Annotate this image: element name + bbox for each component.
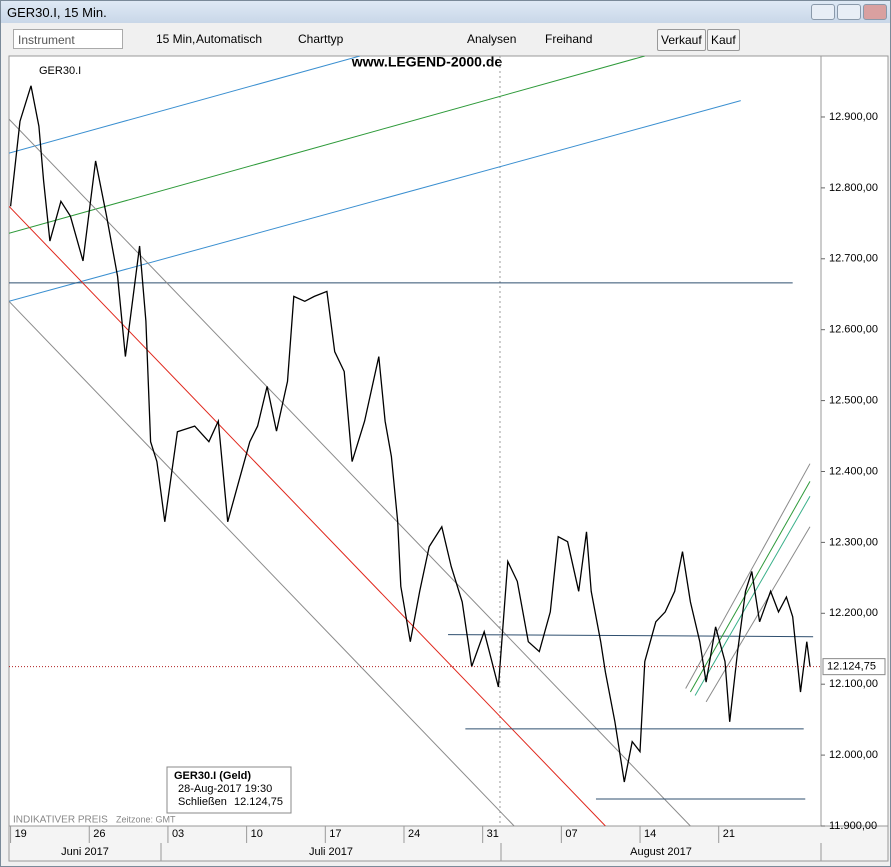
trend-line — [9, 205, 606, 826]
freehand-dropdown[interactable]: Freihand — [545, 32, 593, 46]
x-tick-label: 17 — [329, 828, 341, 840]
maximize-button[interactable] — [837, 4, 861, 20]
y-tick-label: 12.600,00 — [829, 324, 878, 336]
plot-area — [8, 55, 822, 827]
sell-button[interactable]: Verkauf — [657, 29, 706, 51]
y-tick-label: 12.900,00 — [829, 111, 878, 123]
window-title: GER30.I, 15 Min. — [7, 5, 107, 20]
x-tick-label: 14 — [644, 828, 656, 840]
y-tick-label: 12.700,00 — [829, 253, 878, 265]
trend-line — [9, 300, 515, 826]
minimize-button[interactable] — [811, 4, 835, 20]
close-button[interactable] — [863, 4, 887, 20]
x-tick-label: 24 — [408, 828, 420, 840]
trend-line — [9, 56, 361, 154]
x-tick-label: 21 — [723, 828, 735, 840]
x-tick-label: 10 — [251, 828, 263, 840]
instrument-input[interactable]: Instrument — [13, 29, 123, 49]
info-title: GER30.I (Geld) — [174, 770, 251, 782]
trend-line — [9, 100, 741, 302]
watermark: www.LEGEND-2000.de — [351, 55, 503, 70]
buy-button[interactable]: Kauf — [707, 29, 740, 51]
info-close-value: 12.124,75 — [234, 796, 283, 808]
y-tick-label: 12.500,00 — [829, 394, 878, 406]
charttype-dropdown[interactable]: Charttyp — [298, 32, 344, 46]
trend-line — [448, 634, 814, 638]
analysis-dropdown[interactable]: Analysen — [467, 32, 517, 46]
month-label: Juli 2017 — [309, 846, 353, 858]
x-tick-label: 19 — [15, 828, 27, 840]
info-datetime: 28-Aug-2017 19:30 — [178, 783, 272, 795]
price-type: INDIKATIVER PREIS — [13, 815, 108, 826]
info-box: GER30.I (Geld)28-Aug-2017 19:30Schließen… — [166, 766, 292, 814]
last-price-box — [822, 658, 886, 676]
x-tick-label: 03 — [172, 828, 184, 840]
y-tick-label: 12.200,00 — [829, 607, 878, 619]
trend-line — [694, 496, 811, 696]
info-box-bg — [166, 766, 292, 814]
price-axis — [820, 55, 889, 827]
toolbar: Instrument 15 Min, Automatisch Charttyp … — [1, 25, 890, 55]
price-line — [9, 85, 811, 783]
y-tick-label: 12.400,00 — [829, 465, 878, 477]
mode-dropdown[interactable]: Automatisch — [196, 32, 263, 46]
title-bar: GER30.I, 15 Min. — [1, 1, 890, 23]
month-label: August 2017 — [630, 846, 692, 858]
y-tick-label: 12.000,00 — [829, 749, 878, 761]
trend-line — [9, 56, 645, 234]
y-tick-label: 12.800,00 — [829, 182, 878, 194]
y-tick-label: 11.900,00 — [829, 820, 877, 832]
trend-line — [9, 118, 691, 826]
time-axis — [8, 825, 889, 862]
y-tick-label: 12.300,00 — [829, 536, 878, 548]
x-tick-label: 31 — [487, 828, 499, 840]
info-close-label: Schließen — [178, 796, 227, 808]
trend-line — [685, 463, 811, 689]
y-tick-label: 12.100,00 — [829, 678, 878, 690]
interval-dropdown[interactable]: 15 Min, — [156, 32, 196, 46]
x-tick-label: 07 — [565, 828, 577, 840]
chart: GER30.I www.LEGEND-2000.de INDIKATIVER P… — [8, 55, 889, 862]
drawings — [9, 56, 814, 826]
x-tick-label: 26 — [93, 828, 105, 840]
symbol-label[interactable]: GER30.I — [39, 65, 81, 77]
timezone: Zeitzone: GMT — [116, 814, 176, 824]
month-label: Juni 2017 — [61, 846, 109, 858]
last-price-label: 12.124,75 — [827, 661, 876, 673]
